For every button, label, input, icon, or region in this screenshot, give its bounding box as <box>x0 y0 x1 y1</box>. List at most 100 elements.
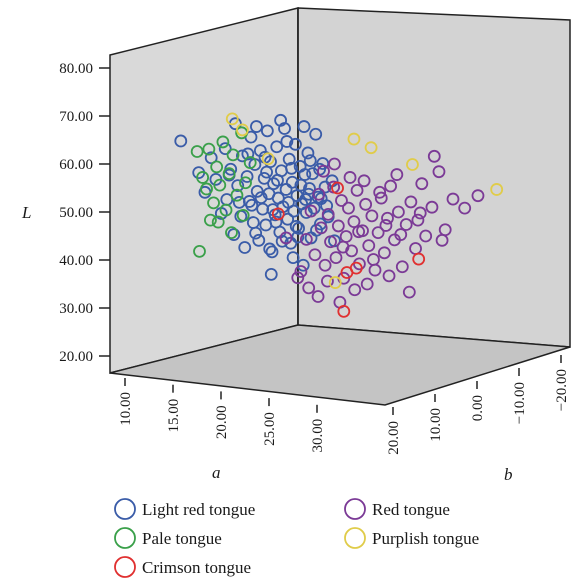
scatter-point <box>377 246 391 260</box>
scatter-point <box>318 258 332 272</box>
a-tick-label: 25.00 <box>262 412 278 446</box>
l-tick-label: 20.00 <box>59 349 93 365</box>
l-axis-title: L <box>21 203 31 222</box>
scatter-point <box>490 183 504 196</box>
l-tick-label: 70.00 <box>59 109 93 125</box>
scatter-point <box>216 135 230 149</box>
scatter-point <box>317 164 330 178</box>
scatter-point <box>263 242 277 256</box>
scatter-point <box>274 113 288 127</box>
scatter-point <box>373 185 387 199</box>
scatter-point <box>204 151 218 165</box>
a-tick-label: 10.00 <box>118 392 134 426</box>
legend-label: Purplish tongue <box>372 529 479 548</box>
scatter-point <box>260 165 273 179</box>
scatter-point <box>200 182 213 196</box>
scatter-point <box>384 179 398 193</box>
legend-swatch <box>344 498 366 520</box>
a-axis-ticks: 10.00 15.00 20.00 25.00 30.00 <box>118 378 326 453</box>
scatter-point <box>174 134 188 148</box>
scatter-point <box>270 140 284 154</box>
scatter-point <box>226 148 240 162</box>
scatter-point <box>412 252 426 266</box>
scatter-point <box>202 142 216 156</box>
scatter-point <box>241 147 255 161</box>
scatter-point <box>411 213 425 227</box>
scatter-point <box>227 228 241 241</box>
scatter-point <box>271 207 285 221</box>
scatter-point <box>240 170 254 183</box>
scatter-point <box>291 271 305 285</box>
scatter-point <box>432 165 446 179</box>
scatter-point <box>320 199 334 213</box>
scatter-point <box>382 269 396 283</box>
a-tick-label: 30.00 <box>310 419 326 453</box>
scatter-point <box>289 137 302 151</box>
scatter-point <box>311 290 325 303</box>
scatter-point <box>404 195 418 209</box>
scatter-point <box>294 178 308 192</box>
scatter-point <box>367 253 380 266</box>
scatter-point <box>427 149 441 163</box>
scatter-point <box>296 258 310 272</box>
scatter-point <box>236 208 250 222</box>
scatter-point <box>413 206 427 220</box>
scatter-point <box>207 196 220 210</box>
scatter-point <box>282 195 295 209</box>
scatter-point <box>399 218 413 231</box>
scatter-point <box>213 178 227 192</box>
scatter-point <box>406 158 419 171</box>
b-tick-label: 10.00 <box>428 408 444 442</box>
a-tick-label: 20.00 <box>214 405 230 439</box>
scatter-point <box>321 207 335 221</box>
scatter-point <box>390 168 404 181</box>
scatter-point <box>281 212 295 226</box>
scatter-point <box>342 201 355 215</box>
scatter-point <box>225 226 238 240</box>
data-points <box>174 112 504 318</box>
scatter-point <box>331 219 345 233</box>
scatter-point <box>328 276 342 289</box>
scatter-point <box>471 189 485 203</box>
scatter-point <box>365 209 379 223</box>
b-tick-label: −10.00 <box>512 382 528 424</box>
b-tick-label: −20.00 <box>554 369 570 411</box>
l-tick-label: 40.00 <box>59 253 93 269</box>
scatter-point <box>267 177 281 191</box>
scatter-point <box>359 197 373 211</box>
scatter-point <box>347 132 361 146</box>
scatter-point <box>352 225 366 239</box>
scatter-point <box>318 180 332 194</box>
scatter-point <box>271 173 284 187</box>
scatter-point <box>309 127 323 141</box>
scatter-point <box>402 285 416 299</box>
scatter-point <box>308 248 322 262</box>
scatter-point <box>222 167 236 181</box>
scatter-point <box>458 201 472 215</box>
scatter-point <box>360 277 374 291</box>
scatter-point <box>261 152 275 166</box>
scatter-point <box>297 120 311 133</box>
scatter-point <box>254 191 268 205</box>
scatter-point <box>250 184 264 198</box>
scatter-point <box>257 171 271 185</box>
legend: Light red tongue Red tongue Pale tongue Pur… <box>114 498 479 578</box>
scatter-point <box>415 177 429 191</box>
l-tick-label: 60.00 <box>59 157 93 173</box>
scatter-point <box>286 251 300 265</box>
legend-label: Red tongue <box>372 500 450 519</box>
scatter-point <box>260 124 274 138</box>
scatter-point <box>349 261 363 275</box>
b-tick-label: 20.00 <box>386 421 402 455</box>
scatter-point <box>282 152 296 166</box>
scatter-point <box>303 154 317 168</box>
scatter-point <box>230 188 244 202</box>
scatter-point <box>196 171 210 184</box>
scatter-point <box>328 157 341 171</box>
scatter-point <box>279 231 293 245</box>
legend-label: Light red tongue <box>142 500 255 519</box>
scatter-point <box>285 161 298 175</box>
scatter-point <box>379 219 393 232</box>
scatter-point <box>245 198 259 212</box>
